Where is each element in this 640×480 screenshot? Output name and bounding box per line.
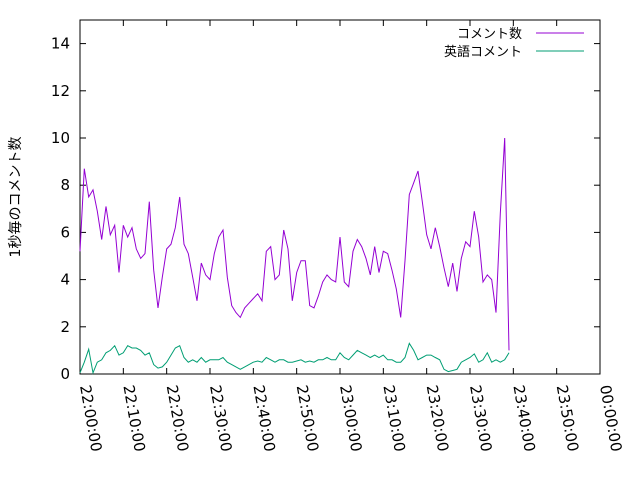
legend-label-2: 英語コメント bbox=[444, 44, 522, 60]
y-tick-label: 0 bbox=[60, 365, 70, 383]
x-tick-label: 22:50:00 bbox=[293, 384, 322, 453]
x-axis-ticks: 22:00:00 22:10:00 22:20:00 22:30:00 22:40:00… bbox=[76, 20, 625, 453]
legend-label-1: コメント数 bbox=[457, 27, 522, 42]
x-tick-label: 23:50:00 bbox=[553, 384, 582, 453]
y-tick-label: 6 bbox=[60, 223, 70, 241]
x-tick-label: 23:20:00 bbox=[423, 384, 452, 453]
x-tick-label: 22:40:00 bbox=[249, 384, 278, 453]
y-tick-label: 2 bbox=[60, 318, 70, 336]
x-tick-label: 00:00:00 bbox=[596, 384, 625, 453]
x-tick-label: 22:30:00 bbox=[206, 384, 235, 453]
x-tick-label: 22:00:00 bbox=[76, 384, 105, 453]
plot-frame bbox=[79, 19, 601, 375]
y-axis-label: 1秒毎のコメント数 bbox=[8, 137, 24, 258]
series-line-1 bbox=[79, 137, 510, 351]
y-tick-label: 14 bbox=[51, 35, 70, 53]
y-tick-label: 4 bbox=[60, 271, 70, 289]
y-tick-label: 8 bbox=[60, 176, 70, 194]
x-tick-label: 23:10:00 bbox=[379, 384, 408, 453]
x-tick-label: 23:00:00 bbox=[336, 384, 365, 453]
x-tick-label: 22:20:00 bbox=[163, 384, 192, 453]
y-tick-label: 12 bbox=[51, 82, 70, 100]
x-tick-label: 23:30:00 bbox=[466, 384, 495, 453]
series-line-2 bbox=[79, 342, 510, 375]
x-tick-label: 22:10:00 bbox=[119, 384, 148, 453]
x-tick-label: 23:40:00 bbox=[509, 384, 538, 453]
y-tick-label: 10 bbox=[51, 129, 70, 147]
y-axis-ticks: 0 2 4 6 8 10 12 14 bbox=[51, 35, 600, 383]
series-lines bbox=[79, 137, 510, 375]
